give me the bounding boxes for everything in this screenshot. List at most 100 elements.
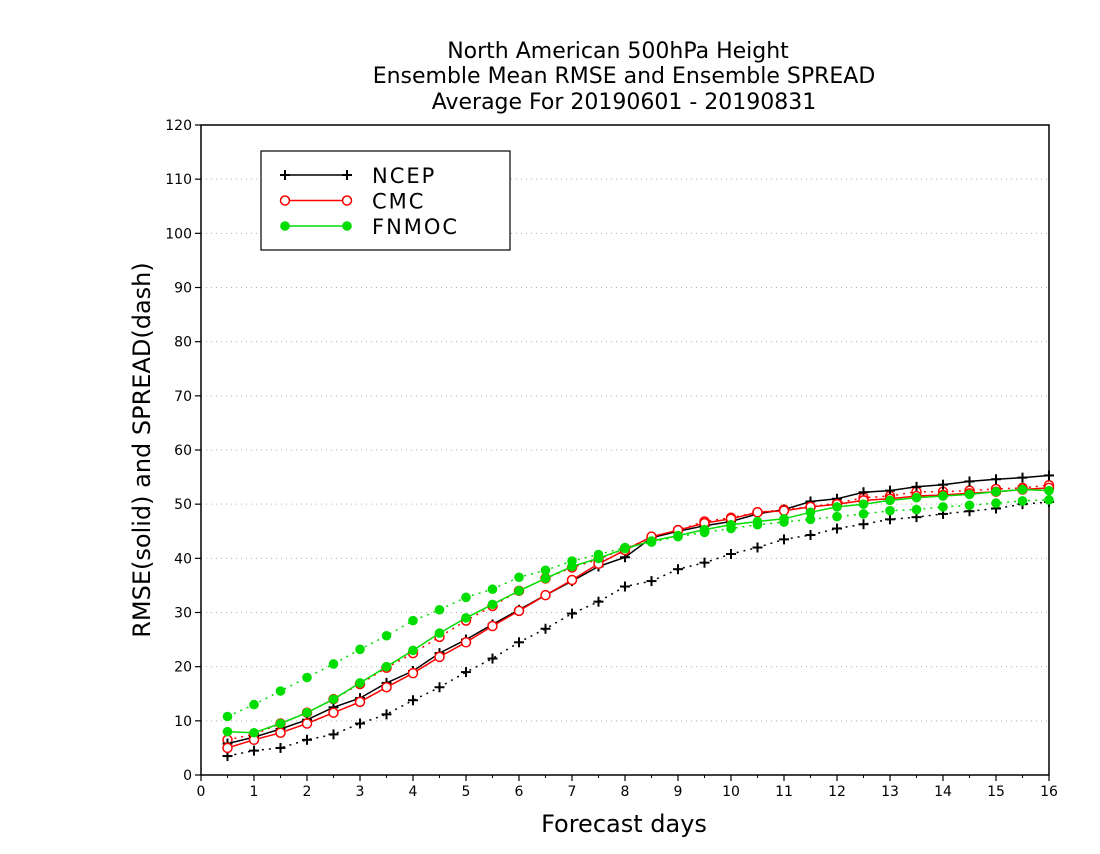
x-tick-label-12: 12: [828, 784, 846, 800]
point-cmc-rmse: [407, 667, 419, 679]
point-cmc-rmse: [460, 637, 472, 648]
point-fnmoc-rmse: [249, 727, 259, 738]
point-cmc-rmse: [540, 589, 551, 601]
point-fnmoc-spread: [381, 630, 392, 641]
point-fnmoc-rmse: [805, 507, 816, 518]
point-fnmoc-spread: [434, 604, 445, 615]
point-fnmoc-rmse: [567, 561, 577, 572]
legend-marker: [341, 195, 353, 206]
point-fnmoc-spread: [328, 659, 339, 669]
y-tick-label-80: 80: [174, 335, 192, 351]
legend-marker: [342, 170, 352, 180]
y-tick-label-120: 120: [165, 118, 192, 134]
x-tick-label-15: 15: [987, 784, 1005, 800]
x-tick-label-16: 16: [1040, 784, 1058, 800]
point-cmc-rmse: [566, 574, 578, 586]
x-tick-label-10: 10: [722, 784, 740, 800]
y-tick-label-20: 20: [174, 660, 192, 676]
point-fnmoc-rmse: [991, 486, 1001, 497]
point-fnmoc-spread: [885, 505, 895, 516]
point-ncep-spread: [328, 729, 339, 740]
point-fnmoc-rmse: [858, 499, 869, 509]
point-cmc-rmse: [275, 727, 286, 738]
point-cmc-rmse: [778, 505, 790, 516]
point-ncep-rmse: [911, 481, 922, 492]
point-ncep-spread: [355, 718, 365, 729]
point-ncep-spread: [752, 542, 763, 553]
point-ncep-spread: [487, 653, 498, 664]
point-fnmoc-rmse: [593, 553, 604, 564]
point-cmc-rmse: [222, 742, 233, 754]
point-fnmoc-spread: [249, 699, 259, 710]
point-ncep-spread: [461, 667, 471, 678]
y-axis-title: RMSE(solid) and SPREAD(dash): [128, 262, 156, 638]
point-fnmoc-spread: [858, 509, 869, 519]
legend-marker: [342, 221, 352, 231]
point-fnmoc-rmse: [620, 543, 630, 554]
point-fnmoc-rmse: [355, 678, 365, 688]
point-fnmoc-rmse: [302, 707, 312, 718]
point-ncep-rmse: [1044, 470, 1054, 481]
point-fnmoc-rmse: [381, 661, 392, 672]
legend-marker: [280, 221, 290, 231]
point-fnmoc-spread: [1044, 495, 1054, 505]
point-fnmoc-spread: [487, 584, 498, 595]
x-axis-title: Forecast days: [541, 810, 707, 838]
legend-marker: [280, 170, 290, 180]
y-tick-label-0: 0: [183, 768, 192, 784]
point-fnmoc-rmse: [885, 495, 895, 506]
point-fnmoc-rmse: [461, 613, 471, 623]
point-ncep-spread: [646, 576, 657, 587]
point-fnmoc-spread: [911, 504, 922, 515]
point-ncep-spread: [567, 608, 577, 619]
x-tick-label-14: 14: [934, 784, 952, 800]
point-ncep-rmse: [938, 479, 948, 490]
series-line-ncep-rmse: [227, 474, 1050, 745]
point-ncep-rmse: [964, 476, 975, 487]
point-fnmoc-rmse: [514, 586, 524, 596]
point-fnmoc-rmse: [328, 694, 339, 704]
point-ncep-spread: [832, 523, 842, 534]
point-fnmoc-rmse: [964, 489, 975, 500]
point-fnmoc-rmse: [434, 628, 445, 638]
x-tick-label-5: 5: [462, 784, 471, 800]
title-line-2: Ensemble Mean RMSE and Ensemble SPREAD: [373, 64, 876, 89]
point-ncep-rmse: [1017, 472, 1028, 483]
legend-label: FNMOC: [372, 215, 459, 239]
point-fnmoc-rmse: [832, 502, 842, 512]
x-tick-label-6: 6: [515, 784, 524, 800]
title-line-3: Average For 20190601 - 20190831: [432, 90, 817, 115]
point-ncep-spread: [858, 519, 869, 530]
point-fnmoc-spread: [355, 644, 365, 655]
point-fnmoc-spread: [1017, 496, 1028, 506]
point-ncep-rmse: [991, 474, 1001, 485]
x-tick-label-0: 0: [197, 784, 206, 800]
point-cmc-rmse: [513, 605, 525, 617]
point-ncep-spread: [726, 549, 736, 559]
point-fnmoc-spread: [275, 686, 286, 696]
series-line-fnmoc-rmse: [227, 488, 1050, 734]
point-fnmoc-spread: [991, 498, 1001, 508]
y-tick-label-90: 90: [174, 281, 192, 297]
x-tick-label-8: 8: [621, 784, 630, 800]
point-ncep-spread: [275, 742, 286, 753]
y-tick-label-30: 30: [174, 606, 192, 622]
point-fnmoc-rmse: [275, 718, 286, 729]
point-ncep-spread: [779, 534, 789, 545]
point-fnmoc-rmse: [1044, 485, 1054, 496]
y-tick-label-10: 10: [174, 714, 192, 730]
series-line-fnmoc-spread: [227, 499, 1050, 718]
y-tick-label-40: 40: [174, 551, 192, 567]
point-ncep-spread: [673, 564, 683, 575]
point-cmc-rmse: [381, 682, 392, 693]
point-fnmoc-spread: [540, 565, 551, 576]
x-tick-label-3: 3: [356, 784, 365, 800]
point-ncep-spread: [408, 695, 418, 706]
point-fnmoc-rmse: [540, 573, 551, 584]
legend-marker: [279, 195, 291, 206]
point-fnmoc-rmse: [779, 513, 789, 524]
